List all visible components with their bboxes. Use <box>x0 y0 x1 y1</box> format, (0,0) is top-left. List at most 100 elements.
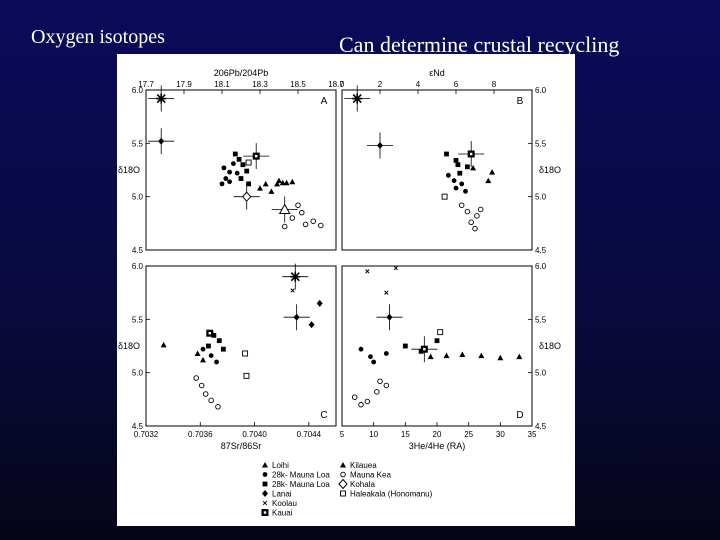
data-point <box>208 397 214 404</box>
legend-label: Koolau <box>272 499 297 508</box>
data-point <box>485 177 492 184</box>
data-point <box>377 141 383 149</box>
legend-label: 28k- Mauna Loa <box>272 480 330 489</box>
data-point <box>358 346 364 352</box>
data-point <box>216 338 222 344</box>
panel-frame-c <box>145 265 337 427</box>
data-point <box>262 180 269 187</box>
y-tick-label: 6.0 <box>535 86 547 95</box>
y-tick-label: 5.0 <box>535 193 547 202</box>
legend-label: Kauai <box>272 509 293 518</box>
data-point <box>231 161 236 166</box>
legend-marker <box>262 500 268 506</box>
x-tick-label: 0.7040 <box>242 430 267 439</box>
data-point <box>465 164 470 170</box>
data-point <box>383 351 389 356</box>
data-point <box>472 225 478 232</box>
data-point <box>293 313 300 321</box>
data-point <box>276 177 282 184</box>
legend-label: Lanai <box>272 490 292 499</box>
x-tick-label: 6 <box>454 80 459 89</box>
data-point <box>158 137 165 145</box>
legend-marker <box>338 478 348 490</box>
data-point <box>386 313 393 321</box>
y-tick-label: 5.5 <box>132 315 144 324</box>
data-point <box>220 346 226 352</box>
data-point <box>468 219 474 226</box>
y-tick-label: 5.0 <box>132 193 144 202</box>
y-tick-label: 6.0 <box>132 262 144 271</box>
x-tick-label: 18.3 <box>252 80 268 89</box>
legend-label: Mauna Kea <box>350 471 391 480</box>
data-point <box>215 404 221 410</box>
y-tick-label: 4.5 <box>132 246 144 255</box>
legend-marker <box>262 472 268 477</box>
data-point <box>374 389 380 395</box>
data-point <box>198 382 205 389</box>
x-tick-label: 8 <box>492 80 497 89</box>
x-tick-label: 15 <box>401 430 410 439</box>
data-point <box>242 350 249 357</box>
x-axis-label: 3He/4He (RA) <box>409 441 466 451</box>
data-point <box>364 398 371 405</box>
x-tick-label: 0.7036 <box>188 430 213 439</box>
panel-a: 17.7 17.9 18.1 18.3 18.5 18.7 6.0 5.5 5.0 4.5 δ18O… <box>118 68 344 255</box>
data-point <box>295 202 301 208</box>
data-point <box>358 401 364 408</box>
x-tick-label: 30 <box>496 430 505 439</box>
data-point <box>278 203 291 214</box>
data-point <box>290 288 295 293</box>
data-point <box>383 382 390 389</box>
x-tick-label: 10 <box>369 430 378 439</box>
data-point <box>451 178 457 184</box>
y-tick-label: 5.0 <box>535 369 547 378</box>
data-point <box>463 188 468 194</box>
data-point <box>214 359 219 365</box>
data-point <box>318 222 324 229</box>
data-point <box>497 354 504 361</box>
panel-frame-a <box>145 89 337 251</box>
data-point <box>459 181 465 187</box>
y-tick-label: 5.0 <box>132 369 144 378</box>
x-tick-label: 17.7 <box>138 80 154 89</box>
x-tick-label: 17.9 <box>176 80 192 89</box>
data-point <box>211 332 217 338</box>
data-point <box>444 151 449 157</box>
legend-label: Haleakala (Honomanu) <box>350 490 433 499</box>
data-point <box>427 353 434 360</box>
data-point-center <box>208 332 211 335</box>
data-point <box>156 93 167 104</box>
data-point <box>232 151 238 157</box>
y-tick-label: 6.0 <box>132 86 144 95</box>
data-point <box>227 169 232 175</box>
legend-label: Loihi <box>272 461 289 470</box>
x-tick-label: 20 <box>433 430 442 439</box>
y-tick-label: 4.5 <box>535 422 547 431</box>
legend-marker-center <box>263 511 267 514</box>
data-point <box>310 218 316 224</box>
legend-label: Kohala <box>350 480 375 489</box>
figure-plot-grid: 17.7 17.9 18.1 18.3 18.5 18.7 6.0 5.5 5.0 4.5 δ18O… <box>118 68 561 518</box>
legend-marker <box>262 481 268 487</box>
data-point <box>281 223 288 230</box>
data-point <box>246 181 251 187</box>
x-tick-label: 5 <box>340 430 345 439</box>
data-point-center <box>470 152 473 156</box>
panel-letter: B <box>517 96 524 107</box>
data-point <box>455 162 461 168</box>
legend-marker <box>340 462 346 468</box>
data-point <box>371 359 377 365</box>
x-axis-label: εNd <box>429 68 445 78</box>
panel-letter: C <box>320 410 327 421</box>
data-point <box>200 356 206 363</box>
data-point <box>242 191 252 202</box>
legend-label: Kilauea <box>350 461 377 470</box>
data-point <box>368 354 373 360</box>
y-tick-label: 4.5 <box>535 246 547 255</box>
data-point <box>302 221 309 228</box>
x-tick-label: 25 <box>464 430 473 439</box>
data-point <box>457 170 463 176</box>
data-point <box>236 156 242 162</box>
panel-d: 5 10 15 20 25 30 35 6.0 5.5 5.0 4.5 δ18O 3He/4He (RA… <box>340 262 561 451</box>
data-point <box>299 209 305 216</box>
